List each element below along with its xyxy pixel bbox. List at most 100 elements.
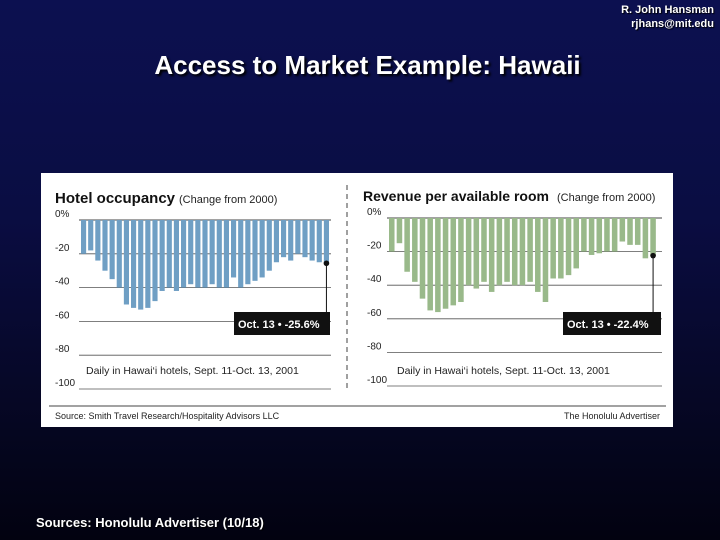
bar xyxy=(152,220,158,302)
bar xyxy=(581,218,587,252)
bar xyxy=(273,220,279,263)
figure-source-right: The Honolulu Advertiser xyxy=(564,411,660,421)
charts-svg: Hotel occupancy (Change from 2000) 0% -20… xyxy=(49,185,666,421)
y-tick-label: -100 xyxy=(55,378,75,389)
figure-source-left: Source: Smith Travel Research/Hospitalit… xyxy=(55,411,280,421)
bar xyxy=(145,220,151,308)
last-point-dot xyxy=(650,252,656,259)
bar xyxy=(309,220,315,261)
y-tick-label: -20 xyxy=(367,241,382,252)
bar xyxy=(642,218,649,259)
bar xyxy=(109,220,115,280)
bar xyxy=(458,218,464,302)
last-point-revpar xyxy=(650,252,656,312)
slide-sources: Sources: Honolulu Advertiser (10/18) xyxy=(36,515,264,530)
bar xyxy=(596,218,603,254)
bar xyxy=(473,218,480,289)
callout-box-occupancy xyxy=(234,312,330,335)
bar xyxy=(404,218,410,272)
y-ticks-revpar: 0% -20 -40 -60 -80 -100 xyxy=(367,207,387,386)
bar xyxy=(565,218,572,276)
bar xyxy=(504,218,510,282)
bar xyxy=(588,218,595,255)
bar xyxy=(465,218,472,286)
bar xyxy=(166,220,172,288)
bar xyxy=(295,220,301,254)
bar xyxy=(188,220,194,285)
bar xyxy=(627,218,633,245)
bar xyxy=(116,220,122,288)
annotation-box-revpar xyxy=(394,361,630,379)
y-tick-label: -80 xyxy=(367,341,382,352)
bar xyxy=(123,220,129,305)
bars-occupancy xyxy=(81,220,329,310)
annotation-box-occupancy xyxy=(85,361,323,379)
callout-revpar: Oct. 13 • -22.4% xyxy=(567,319,649,331)
y-tick-label: -100 xyxy=(367,375,387,386)
bar xyxy=(231,220,237,278)
y-tick-label: -80 xyxy=(55,344,70,355)
bar xyxy=(323,220,329,264)
bar xyxy=(216,220,222,288)
bar xyxy=(389,218,395,252)
bar xyxy=(131,220,137,308)
bar xyxy=(173,220,179,291)
bar xyxy=(611,218,618,252)
bar xyxy=(604,218,610,252)
bar xyxy=(181,220,187,288)
chart-annotation-occupancy: Daily in Hawai‘i hotels, Sept. 11-Oct. 1… xyxy=(86,365,299,377)
last-point-occupancy xyxy=(323,260,330,312)
bar xyxy=(527,218,533,282)
bar xyxy=(650,218,656,256)
chart-subtitle-occupancy: (Change from 2000) xyxy=(179,194,277,206)
newspaper-figure: Hotel occupancy (Change from 2000) 0% -20… xyxy=(41,173,673,427)
bar xyxy=(195,220,201,288)
y-tick-label: -20 xyxy=(55,243,70,254)
bar xyxy=(519,218,526,286)
bar xyxy=(511,218,518,286)
y-tick-label: -60 xyxy=(55,310,70,321)
bar xyxy=(281,220,287,258)
author-block: R. John Hansman rjhans@mit.edu xyxy=(621,3,714,31)
author-email: rjhans@mit.edu xyxy=(631,18,714,30)
bar xyxy=(252,220,258,281)
bar xyxy=(412,218,418,282)
author-name: R. John Hansman xyxy=(621,4,714,16)
bar xyxy=(95,220,101,261)
bar xyxy=(573,218,579,269)
bar xyxy=(88,220,94,251)
bar xyxy=(427,218,433,311)
bar xyxy=(138,220,144,310)
y-tick-label: -40 xyxy=(367,274,382,285)
bar xyxy=(419,218,426,299)
bar xyxy=(316,220,322,263)
y-tick-label: -40 xyxy=(55,277,70,288)
bar xyxy=(238,220,244,288)
y-tick-label: -60 xyxy=(367,308,382,319)
bar xyxy=(259,220,265,278)
bar xyxy=(288,220,294,261)
bar xyxy=(209,220,215,285)
bar xyxy=(550,218,556,279)
callout-box-revpar xyxy=(563,312,661,335)
bar xyxy=(223,220,229,288)
bar xyxy=(535,218,541,292)
bar xyxy=(266,220,272,271)
bar xyxy=(435,218,441,313)
last-point-dot xyxy=(323,260,330,267)
bar xyxy=(81,220,87,254)
bar xyxy=(245,220,251,285)
bar xyxy=(619,218,626,242)
bar xyxy=(159,220,165,291)
bar xyxy=(396,218,403,244)
y-tick-label: 0% xyxy=(367,207,382,218)
bar xyxy=(481,218,487,282)
bar xyxy=(442,218,449,309)
y-ticks-occupancy: 0% -20 -40 -60 -80 -100 xyxy=(55,209,75,389)
chart-title-occupancy: Hotel occupancy xyxy=(55,190,176,207)
callout-occupancy: Oct. 13 • -25.6% xyxy=(238,319,320,331)
chart-subtitle-revpar: (Change from 2000) xyxy=(557,192,655,204)
bar xyxy=(450,218,457,306)
bar xyxy=(542,218,549,302)
chart-annotation-revpar: Daily in Hawai‘i hotels, Sept. 11-Oct. 1… xyxy=(397,365,610,377)
